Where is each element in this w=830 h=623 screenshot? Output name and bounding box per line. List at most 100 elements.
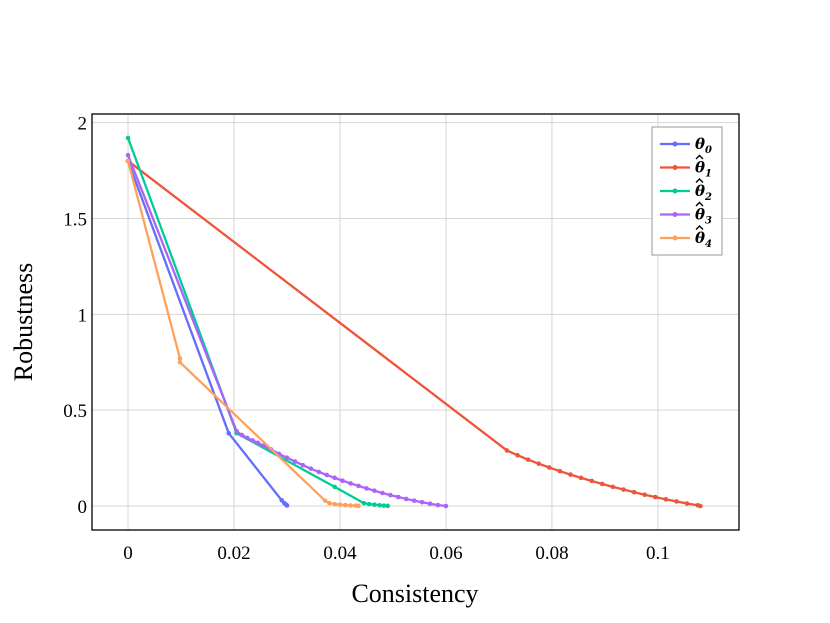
series-line (126, 154, 447, 508)
data-point (361, 500, 367, 506)
data-point (300, 462, 306, 468)
series-2 (125, 135, 390, 509)
data-point (385, 503, 390, 509)
data-point (327, 500, 332, 506)
data-point (525, 457, 531, 462)
data-point (663, 497, 669, 502)
y-tick-label: 0 (78, 497, 88, 518)
data-point (177, 359, 183, 365)
series-line (126, 160, 288, 507)
data-point (342, 502, 348, 508)
data-point (125, 152, 131, 158)
data-point (308, 466, 314, 471)
plot-frame (91, 113, 740, 531)
series-line (127, 160, 701, 508)
data-point (284, 503, 290, 508)
data-point (411, 498, 417, 503)
data-point (366, 501, 372, 507)
series-layer (125, 135, 703, 509)
data-point (364, 486, 369, 491)
data-point (381, 503, 387, 508)
data-point (255, 440, 261, 446)
data-point (260, 443, 266, 448)
data-point (332, 484, 337, 490)
series-1 (125, 158, 703, 509)
legend-subscript: 4 (705, 239, 712, 250)
y-tick-label: 1 (78, 305, 88, 326)
x-tick-label: 0.02 (217, 543, 250, 564)
data-point (239, 432, 245, 438)
hat-accent (695, 178, 704, 183)
data-point (427, 501, 433, 507)
hat-accent (695, 154, 704, 160)
hat-accent (695, 225, 704, 230)
data-point (226, 430, 232, 436)
data-point (348, 503, 353, 508)
x-tick-labels: 0 0.02 0.04 0.06 0.08 0.1 (123, 543, 670, 564)
data-point (244, 435, 250, 441)
legend-label: θ2 (695, 182, 712, 203)
legend-item: θ1 (660, 154, 712, 180)
data-point (504, 448, 510, 453)
legend-swatch-marker (672, 141, 678, 147)
data-point (332, 475, 337, 481)
legend-swatch-marker (672, 235, 678, 241)
data-point (125, 135, 131, 141)
legend-swatch-marker (672, 165, 678, 170)
data-point (332, 501, 337, 507)
legend-symbol: θ (695, 159, 705, 177)
data-point (356, 503, 361, 509)
data-point (419, 499, 425, 505)
legend-symbol: θ (695, 135, 705, 153)
data-point (698, 503, 703, 509)
data-point (322, 498, 328, 503)
data-point (568, 472, 573, 477)
data-point (536, 461, 542, 466)
legend-swatch-marker (672, 212, 678, 217)
hat-accent (695, 201, 704, 207)
data-point (674, 499, 679, 504)
legend-label: θ0 (695, 135, 712, 156)
data-point (356, 483, 361, 489)
series-3 (125, 152, 449, 509)
legend-subscript: 1 (705, 169, 712, 180)
legend-item: θ4 (660, 225, 712, 250)
legend-symbol: θ (695, 206, 705, 224)
data-point (578, 475, 584, 481)
legend-subscript: 3 (705, 216, 712, 227)
data-point (395, 494, 401, 500)
data-point (546, 465, 552, 470)
data-point (684, 501, 690, 506)
y-tick-label: 2 (78, 114, 88, 135)
data-point (372, 488, 377, 494)
data-point (642, 492, 647, 498)
legend-item: θ2 (660, 178, 712, 203)
x-axis-title: Consistency (351, 579, 478, 608)
data-point (284, 455, 290, 461)
data-point (348, 481, 353, 486)
grid (92, 114, 739, 530)
data-point (621, 487, 626, 492)
data-point (177, 356, 183, 361)
x-tick-label: 0.1 (646, 543, 670, 564)
data-point (380, 490, 385, 496)
y-tick-label: 0.5 (63, 401, 87, 422)
series-line (126, 137, 388, 507)
data-point (631, 489, 637, 495)
legend-subscript: 2 (704, 192, 712, 203)
legend-label: θ4 (695, 229, 712, 250)
x-tick-label: 0 (123, 543, 133, 564)
legend-subscript: 0 (705, 145, 712, 156)
x-tick-label: 0.06 (429, 543, 462, 564)
legend-symbol: θ (695, 229, 705, 247)
legend-item: θ0 (660, 135, 712, 156)
data-point (435, 502, 441, 508)
data-point (250, 438, 255, 443)
legend-label: θ3 (695, 206, 712, 227)
data-point (557, 468, 563, 474)
y-tick-labels: 0 0.5 1 1.5 2 (63, 114, 87, 518)
data-point (403, 496, 409, 502)
series-4 (125, 158, 361, 509)
data-point (316, 469, 322, 475)
